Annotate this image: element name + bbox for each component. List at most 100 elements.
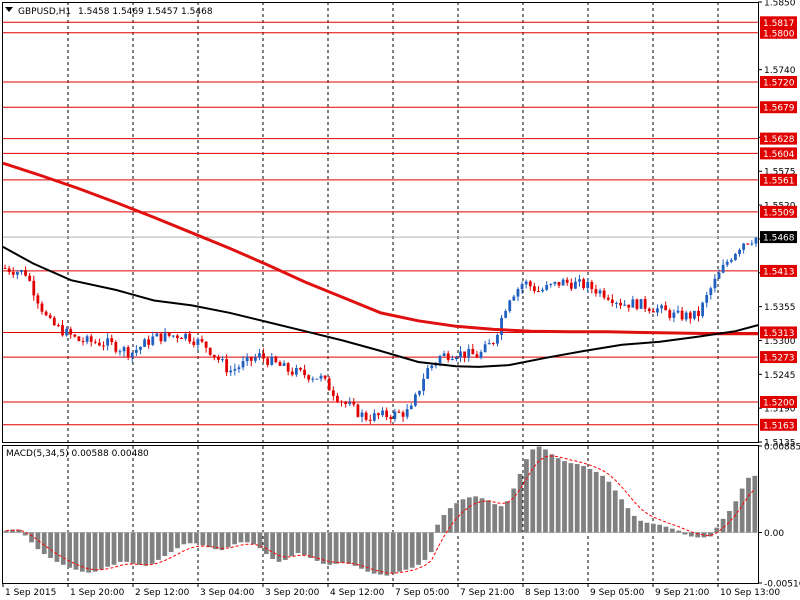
candle-body (729, 260, 733, 262)
candle-body (196, 339, 200, 345)
level-tag[interactable] (760, 101, 797, 114)
macd-bar (473, 496, 479, 533)
candle-body (253, 357, 257, 361)
candle-body (557, 281, 561, 286)
level-tag[interactable] (760, 173, 797, 186)
time-tick-label: 1 Sep 2015 (5, 588, 56, 598)
level-tag[interactable] (760, 76, 797, 88)
candle-body (553, 281, 557, 284)
candle-body (623, 304, 627, 306)
macd-bar (118, 532, 123, 562)
candle-body (274, 356, 278, 363)
candle-body (422, 378, 425, 391)
candle-body (606, 297, 610, 300)
macd-bar (232, 532, 237, 545)
macd-bar (359, 532, 364, 569)
candle-body (561, 279, 565, 286)
candle-body (122, 347, 126, 352)
time-tick-label: 7 Sep 21:00 (460, 588, 515, 598)
candle-body (229, 370, 233, 373)
candle-body (290, 371, 294, 375)
candle-body (118, 351, 122, 353)
candle-body (204, 341, 208, 348)
macd-bar (35, 532, 41, 550)
candle-body (598, 290, 602, 294)
candle-body (717, 272, 721, 279)
level-tag[interactable] (760, 205, 797, 218)
candle-body (508, 300, 512, 312)
macd-bar (276, 532, 282, 562)
level-tag[interactable] (760, 264, 797, 277)
candle-body (496, 334, 499, 344)
candle-body (258, 353, 261, 358)
price-tick-label: 1.5575 (764, 168, 796, 178)
candle-body (532, 286, 536, 292)
level-tag[interactable] (760, 396, 797, 408)
candle-body (750, 243, 754, 245)
candle-body (742, 243, 746, 250)
candle-body (713, 278, 717, 289)
macd-bar (606, 481, 612, 533)
macd-bar (225, 532, 231, 548)
candle-body (331, 390, 335, 396)
macd-bar (67, 532, 72, 568)
macd-bar (314, 532, 320, 561)
candle-body (512, 296, 516, 301)
level-tag[interactable] (760, 351, 797, 364)
candle-body (270, 356, 274, 365)
macd-bar (244, 532, 250, 543)
candle-body (643, 299, 647, 309)
macd-bar (257, 532, 263, 549)
candle-body (24, 270, 27, 276)
level-tag[interactable] (760, 132, 797, 145)
candle-body (656, 308, 659, 313)
level-tag[interactable] (760, 16, 797, 29)
time-tick-label: 8 Sep 13:00 (525, 588, 580, 598)
macd-histogram (3, 446, 758, 576)
candle-body (155, 333, 159, 337)
candle-body (282, 363, 286, 366)
level-tag[interactable] (760, 26, 797, 39)
macd-bar (708, 532, 713, 537)
candle-body (524, 281, 528, 285)
price-scale: 1.58501.57401.56301.55751.55201.54651.54… (758, 0, 796, 449)
candle-body (7, 268, 11, 273)
level-tag[interactable] (760, 418, 797, 431)
macd-bar (701, 532, 707, 538)
candle-body (487, 343, 491, 345)
macd-bar (371, 532, 377, 574)
macd-bar (384, 532, 390, 576)
macd-bar (73, 532, 79, 570)
candle-body (504, 311, 508, 318)
candle-body (89, 336, 93, 342)
candle-body (200, 339, 204, 342)
macd-bar (479, 498, 485, 533)
candle-body (40, 303, 44, 312)
candle-body (569, 282, 573, 289)
macd-bar (149, 532, 155, 564)
candles (3, 237, 758, 425)
macd-bar (219, 532, 225, 551)
candle-body (340, 401, 343, 403)
level-tag[interactable] (760, 326, 797, 339)
candle-body (676, 310, 680, 313)
candle-body (171, 335, 175, 337)
candle-body (520, 284, 524, 290)
candle-body (262, 353, 265, 359)
candle-body (221, 359, 224, 361)
candle-body (459, 351, 462, 358)
dropdown-arrow-icon[interactable] (5, 7, 13, 12)
candle-body (705, 295, 709, 303)
level-tag[interactable] (760, 147, 797, 160)
macd-bar (282, 532, 288, 560)
time-tick-label: 7 Sep 05:00 (395, 588, 450, 598)
level-tag-label: 1.5561 (763, 176, 795, 186)
macd-bar (213, 532, 218, 550)
candle-body (709, 288, 713, 296)
macd-bar (251, 532, 256, 545)
macd-bar (308, 532, 314, 558)
candle-body (590, 281, 594, 290)
price-tick-label: 1.5740 (764, 66, 796, 76)
candle-body (15, 271, 19, 275)
